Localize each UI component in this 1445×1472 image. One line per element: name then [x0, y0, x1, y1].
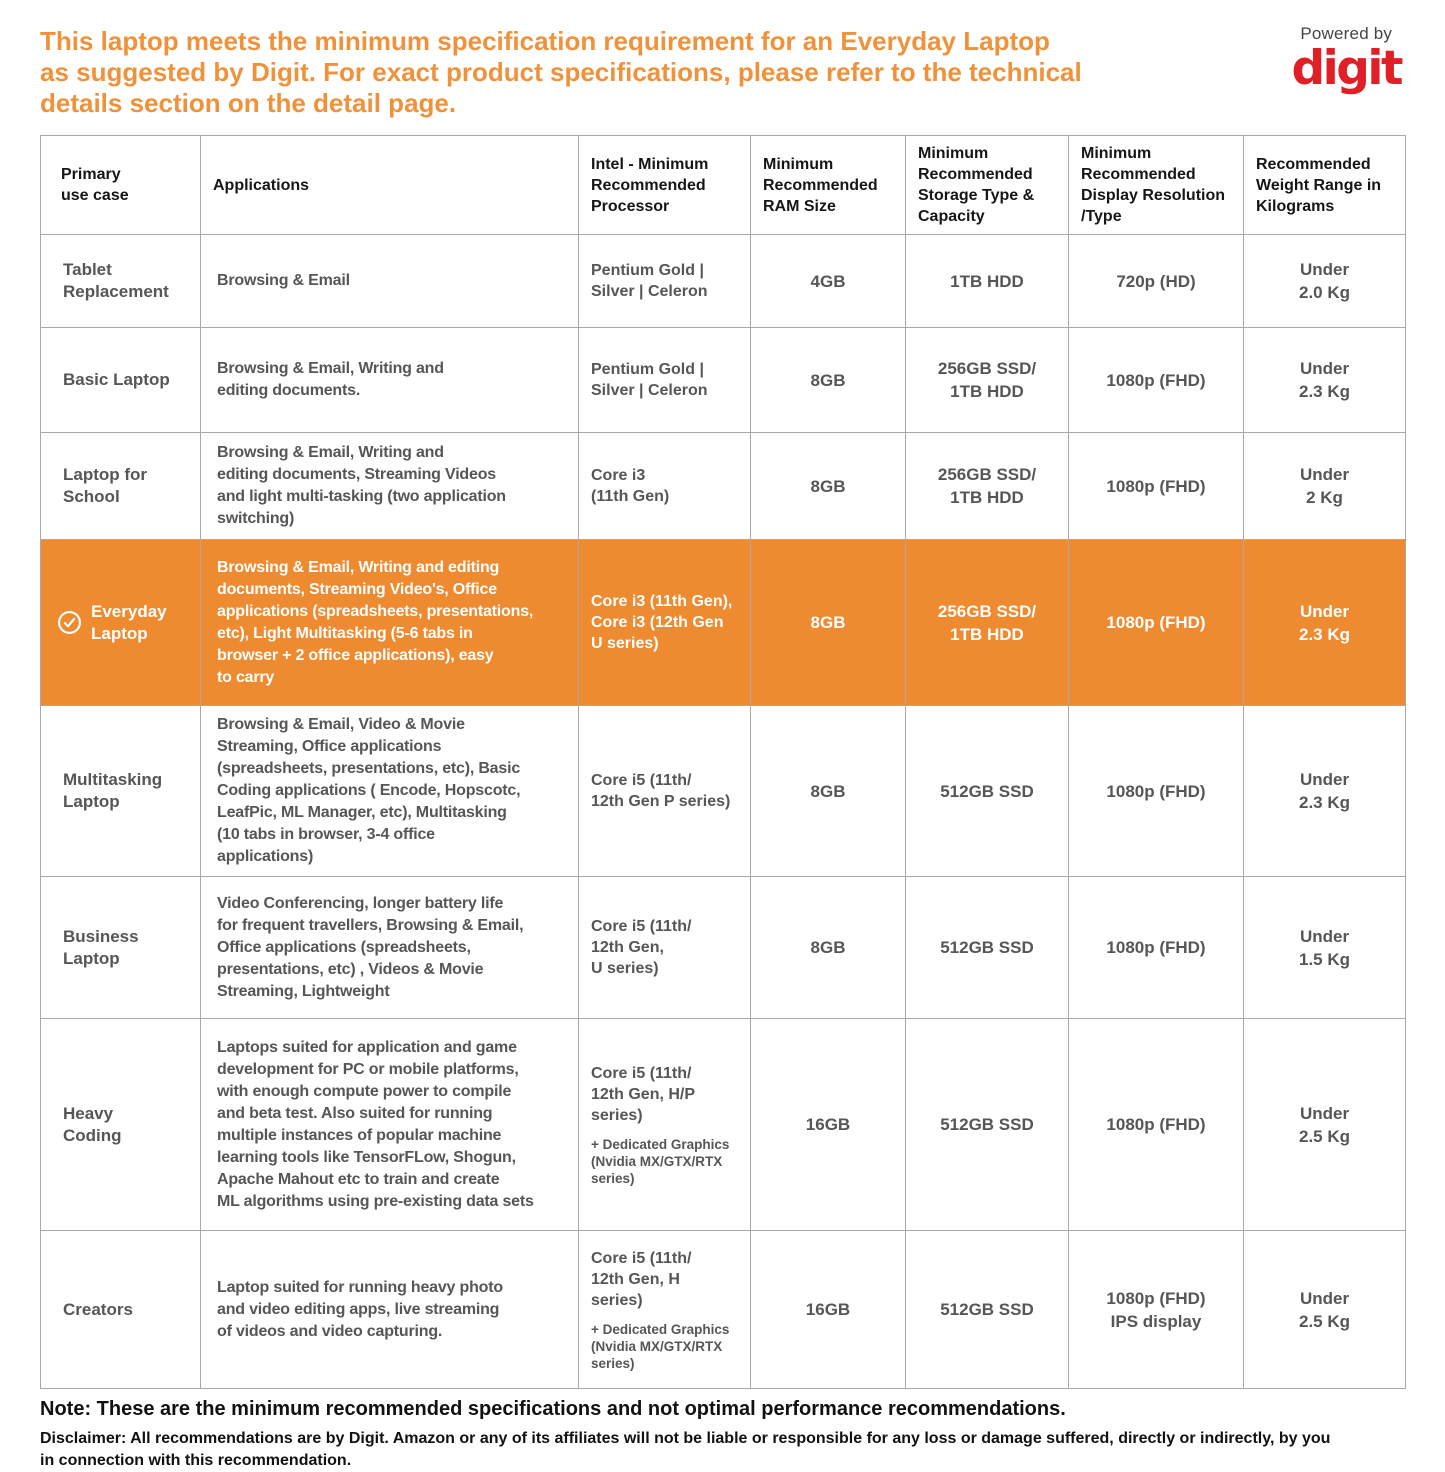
- column-header-ram: Minimum Recommended RAM Size: [750, 135, 906, 235]
- applications-cell: Browsing & Email, Writing and editing do…: [200, 432, 579, 540]
- storage-cell: 512GB SSD: [905, 1230, 1069, 1389]
- applications-cell: Laptops suited for application and game …: [200, 1018, 579, 1231]
- display-cell: 1080p (FHD): [1068, 876, 1244, 1019]
- processor-text: Pentium Gold | Silver | Celeron: [591, 361, 708, 399]
- column-header-use-case: Primary use case: [40, 135, 201, 235]
- processor-extra-text: + Dedicated Graphics (Nvidia MX/GTX/RTX …: [591, 1321, 730, 1371]
- storage-cell: 512GB SSD: [905, 876, 1069, 1019]
- weight-cell: Under 2.5 Kg: [1243, 1230, 1406, 1389]
- weight-cell: Under 1.5 Kg: [1243, 876, 1406, 1019]
- ram-cell: 16GB: [750, 1018, 906, 1231]
- use-case-cell: Tablet Replacement: [40, 234, 201, 328]
- processor-text: Core i3 (11th Gen), Core i3 (12th Gen U …: [591, 593, 733, 652]
- processor-cell: Core i3 (11th Gen), Core i3 (12th Gen U …: [578, 539, 751, 706]
- banner-text: This laptop meets the minimum specificat…: [40, 26, 1082, 118]
- table-row-laptop-for-school: Laptop for School Browsing & Email, Writ…: [40, 432, 1406, 540]
- spec-table: Primary use case Applications Intel - Mi…: [40, 135, 1406, 1389]
- column-header-applications: Applications: [200, 135, 579, 235]
- display-cell: 1080p (FHD): [1068, 705, 1244, 877]
- column-header-weight: Recommended Weight Range in Kilograms: [1243, 135, 1406, 235]
- processor-text: Core i3 (11th Gen): [591, 467, 670, 505]
- weight-cell: Under 2.5 Kg: [1243, 1018, 1406, 1231]
- applications-cell: Browsing & Email, Video & Movie Streamin…: [200, 705, 579, 877]
- display-cell: 1080p (FHD): [1068, 1018, 1244, 1231]
- processor-cell: Core i5 (11th/ 12th Gen P series): [578, 705, 751, 877]
- use-case-cell: Everyday Laptop: [40, 539, 201, 706]
- ram-cell: 4GB: [750, 234, 906, 328]
- ram-cell: 16GB: [750, 1230, 906, 1389]
- processor-cell: Core i5 (11th/ 12th Gen, U series): [578, 876, 751, 1019]
- weight-cell: Under 2.3 Kg: [1243, 539, 1406, 706]
- use-case-cell: Multitasking Laptop: [40, 705, 201, 877]
- display-cell: 1080p (FHD): [1068, 539, 1244, 706]
- processor-cell: Core i5 (11th/ 12th Gen, H/P series) + De…: [578, 1018, 751, 1231]
- note-body: These are the minimum recommended specif…: [91, 1398, 1066, 1420]
- ram-cell: 8GB: [750, 327, 906, 433]
- weight-cell: Under 2.0 Kg: [1243, 234, 1406, 328]
- column-header-processor: Intel - Minimum Recommended Processor: [578, 135, 751, 235]
- disclaimer-text: Disclaimer: All recommendations are by D…: [40, 1428, 1405, 1472]
- storage-cell: 256GB SSD/ 1TB HDD: [905, 327, 1069, 433]
- note-text: Note: These are the minimum recommended …: [40, 1398, 1405, 1421]
- applications-cell: Browsing & Email: [200, 234, 579, 328]
- processor-cell: Pentium Gold | Silver | Celeron: [578, 234, 751, 328]
- processor-cell: Core i5 (11th/ 12th Gen, H series) + Dedi…: [578, 1230, 751, 1389]
- ram-cell: 8GB: [750, 705, 906, 877]
- storage-cell: 512GB SSD: [905, 705, 1069, 877]
- display-cell: 1080p (FHD): [1068, 327, 1244, 433]
- processor-text: Core i5 (11th/ 12th Gen P series): [591, 772, 731, 810]
- column-header-storage: Minimum Recommended Storage Type & Capac…: [905, 135, 1069, 235]
- header-row: Primary use case Applications Intel - Mi…: [40, 135, 1406, 235]
- table-row-everyday-laptop-highlighted: Everyday Laptop Browsing & Email, Writin…: [40, 539, 1406, 706]
- applications-cell: Browsing & Email, Writing and editing do…: [200, 539, 579, 706]
- note-label: Note:: [40, 1398, 92, 1420]
- ram-cell: 8GB: [750, 876, 906, 1019]
- display-cell: 1080p (FHD) IPS display: [1068, 1230, 1244, 1389]
- processor-text: Core i5 (11th/ 12th Gen, U series): [591, 918, 692, 977]
- applications-cell: Browsing & Email, Writing and editing do…: [200, 327, 579, 433]
- disclaimer-label: Disclaimer:: [40, 1430, 127, 1447]
- processor-text: Pentium Gold | Silver | Celeron: [591, 262, 708, 300]
- use-case-label: Everyday Laptop: [91, 601, 167, 643]
- powered-by-block: Powered by digit: [1291, 24, 1404, 96]
- display-cell: 720p (HD): [1068, 234, 1244, 328]
- weight-cell: Under 2.3 Kg: [1243, 327, 1406, 433]
- storage-cell: 512GB SSD: [905, 1018, 1069, 1231]
- processor-text: Core i5 (11th/ 12th Gen, H/P series): [591, 1064, 696, 1124]
- processor-text: Core i5 (11th/ 12th Gen, H series): [591, 1249, 692, 1309]
- storage-cell: 1TB HDD: [905, 234, 1069, 328]
- table-row-heavy-coding: Heavy Coding Laptops suited for applicat…: [40, 1018, 1406, 1231]
- use-case-cell: Laptop for School: [40, 432, 201, 540]
- table-row-basic-laptop: Basic Laptop Browsing & Email, Writing a…: [40, 327, 1406, 433]
- table-row-multitasking-laptop: Multitasking Laptop Browsing & Email, Vi…: [40, 705, 1406, 877]
- storage-cell: 256GB SSD/ 1TB HDD: [905, 539, 1069, 706]
- powered-by-label: Powered by: [1300, 24, 1393, 43]
- table-row-business-laptop: Business Laptop Video Conferencing, long…: [40, 876, 1406, 1019]
- use-case-cell: Business Laptop: [40, 876, 201, 1019]
- processor-cell: Core i3 (11th Gen): [578, 432, 751, 540]
- disclaimer-body: All recommendations are by Digit. Amazon…: [40, 1430, 1331, 1469]
- column-header-display: Minimum Recommended Display Resolution /…: [1068, 135, 1244, 235]
- use-case-cell: Creators: [40, 1230, 201, 1389]
- table-row-tablet-replacement: Tablet Replacement Browsing & Email Pent…: [40, 234, 1406, 328]
- processor-cell: Pentium Gold | Silver | Celeron: [578, 327, 751, 433]
- use-case-cell: Basic Laptop: [40, 327, 201, 433]
- applications-cell: Laptop suited for running heavy photo an…: [200, 1230, 579, 1389]
- ram-cell: 8GB: [750, 432, 906, 540]
- storage-cell: 256GB SSD/ 1TB HDD: [905, 432, 1069, 540]
- use-case-cell: Heavy Coding: [40, 1018, 201, 1231]
- display-cell: 1080p (FHD): [1068, 432, 1244, 540]
- weight-cell: Under 2.3 Kg: [1243, 705, 1406, 877]
- weight-cell: Under 2 Kg: [1243, 432, 1406, 540]
- processor-extra-text: + Dedicated Graphics (Nvidia MX/GTX/RTX …: [591, 1136, 730, 1186]
- check-circle-icon: [57, 610, 82, 635]
- applications-cell: Video Conferencing, longer battery life …: [200, 876, 579, 1019]
- ram-cell: 8GB: [750, 539, 906, 706]
- digit-logo: digit: [1291, 41, 1404, 96]
- table-row-creators: Creators Laptop suited for running heavy…: [40, 1230, 1406, 1389]
